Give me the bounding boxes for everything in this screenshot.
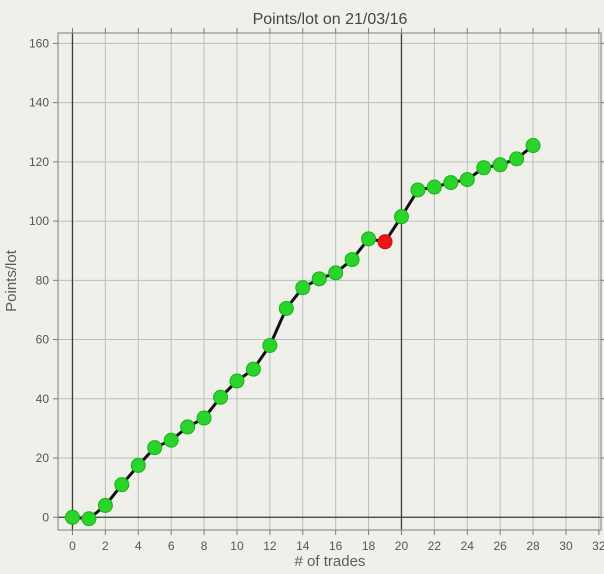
data-point [229,373,245,389]
data-point [196,410,212,426]
y-axis-label: Points/lot [3,249,20,312]
data-point-loss [377,234,393,250]
data-point [361,231,377,247]
x-tick-label: 24 [461,539,475,553]
data-point [295,280,311,296]
y-tick-label: 0 [42,510,49,524]
data-point [311,271,327,287]
x-tick-label: 26 [493,539,507,553]
y-tick-label: 120 [29,155,49,169]
x-tick-label: 22 [428,539,442,553]
chart-title: Points/lot on 21/03/16 [253,11,408,28]
data-point [393,209,409,225]
data-point [213,389,229,405]
data-point [180,419,196,435]
data-point [64,509,80,525]
y-tick-label: 80 [36,273,50,287]
series-layer [64,138,541,527]
data-point [328,265,344,281]
x-tick-label: 16 [329,539,343,553]
x-tick-label: 32 [592,539,604,553]
x-tick-label: 6 [168,539,175,553]
x-tick-label: 4 [135,539,142,553]
grid-layer [57,32,602,531]
y-tick-label: 100 [29,214,49,228]
x-tick-label: 14 [296,539,310,553]
data-point [509,151,525,167]
x-tick-label: 18 [362,539,376,553]
data-point [476,160,492,176]
x-tick-label: 2 [102,539,109,553]
y-tick-label: 160 [29,36,49,50]
data-point [426,179,442,195]
data-point [525,138,541,154]
x-tick-label: 28 [526,539,540,553]
data-point [163,432,179,448]
data-point [278,300,294,316]
data-point [147,440,163,456]
y-tick-label: 40 [36,392,50,406]
x-tick-label: 8 [201,539,208,553]
data-point [459,172,475,188]
data-point [114,477,130,493]
x-tick-label: 12 [263,539,277,553]
x-axis-label: # of trades [295,553,366,570]
data-point [344,252,360,268]
x-tick-label: 20 [395,539,409,553]
x-tick-label: 30 [559,539,573,553]
y-tick-label: 20 [36,451,50,465]
data-point [410,182,426,198]
data-point [262,337,278,353]
data-point [130,457,146,473]
data-point [443,175,459,191]
y-tick-label: 140 [29,96,49,110]
x-tick-label: 10 [230,539,244,553]
data-point [245,361,261,377]
data-point [97,497,113,513]
data-point [492,157,508,173]
tick-labels-layer: 0 2 4 6 8 10 12 14 16 18 20 22 24 26 28 30 3202040608010… [29,36,604,553]
x-tick-label: 0 [69,539,76,553]
y-tick-label: 60 [36,333,50,347]
plot-border [57,32,602,531]
data-point [81,511,97,527]
